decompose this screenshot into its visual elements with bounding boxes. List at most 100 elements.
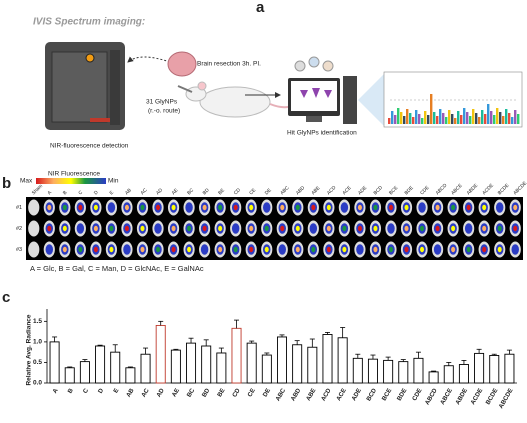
brain-signal: [249, 246, 254, 253]
brain-signal: [295, 246, 300, 253]
bar: [261, 354, 272, 384]
brain-signal: [404, 204, 409, 211]
zoom-cone: [358, 74, 384, 126]
y-axis-label: Relative Avg. Radiance: [26, 314, 33, 385]
bar: [201, 345, 212, 384]
brain-signal: [295, 225, 300, 232]
brain-signal: [47, 225, 52, 232]
brain-signal: [342, 246, 347, 253]
column-label: ABCE: [450, 183, 463, 196]
brain-signal: [109, 246, 114, 253]
brain-signal: [388, 246, 394, 253]
x-tick-label: ABCD: [424, 387, 439, 406]
brain-signal: [47, 204, 52, 211]
brain-signal: [280, 225, 285, 232]
x-tick-label: CDE: [411, 387, 424, 402]
brain-signal: [62, 246, 67, 253]
brain-signal: [218, 225, 223, 232]
column-label: CD: [233, 187, 243, 197]
column-label: BD: [202, 187, 211, 196]
column-label: E: [108, 190, 115, 197]
x-tick-label: BC: [186, 387, 197, 399]
brain-signal: [342, 204, 347, 211]
brain-image: [28, 241, 40, 258]
brain-signal: [171, 246, 176, 253]
bar: [231, 327, 242, 384]
bar: [383, 359, 394, 384]
x-tick-label: AE: [171, 387, 181, 398]
y-tick-label: 0.5: [33, 359, 42, 366]
zoom-bar: [475, 113, 478, 124]
column-label: BCE: [388, 185, 399, 196]
panel-title: IVIS Spectrum imaging:: [33, 17, 145, 28]
brain-signal: [233, 246, 238, 253]
x-tick-label: AB: [125, 387, 136, 399]
x-tick-label: ACD: [320, 387, 333, 403]
brain-signal: [140, 246, 145, 253]
zoom-bar: [463, 108, 466, 124]
bar: [398, 361, 409, 384]
brain-signal: [233, 204, 238, 211]
brain-signal: [62, 225, 67, 232]
brain-signal: [140, 225, 145, 232]
y-tick-label: 1.5: [33, 318, 42, 325]
x-tick-label: ABE: [305, 387, 318, 402]
brain-signal: [311, 204, 316, 211]
resection-label: Brain resection 3h. PI.: [197, 61, 261, 68]
zoom-bar: [445, 117, 448, 124]
brain-signal: [155, 225, 161, 232]
zoom-bar: [433, 112, 436, 124]
brain-signal: [47, 246, 52, 253]
bar: [322, 334, 333, 384]
panel-label: c: [2, 289, 10, 306]
brain-signal: [218, 204, 223, 211]
brain-signal: [388, 204, 394, 211]
brain-signal: [513, 225, 518, 232]
brain-signal: [171, 225, 176, 232]
brain-signal: [109, 204, 114, 211]
brain-signal: [326, 204, 331, 211]
column-label: D: [93, 189, 100, 196]
brain-signal: [482, 246, 487, 253]
brain-signal: [326, 246, 331, 253]
brain-signal: [373, 204, 378, 211]
brain-signal: [466, 246, 471, 253]
column-label: CE: [248, 187, 257, 196]
zoom-bar: [442, 113, 445, 124]
brain: [167, 51, 197, 77]
zoom-bar: [421, 118, 424, 124]
column-label: ADE: [357, 185, 368, 196]
brain-signal: [373, 225, 378, 232]
bar: [140, 353, 151, 384]
brain-signal: [264, 246, 269, 253]
injection-label: 31 GlyNPs: [146, 99, 178, 106]
brain-signal: [202, 246, 207, 253]
brain-signal: [187, 246, 192, 253]
bar: [292, 344, 303, 384]
column-label: BCD: [373, 185, 385, 197]
zoom-bar: [412, 117, 415, 124]
brain-signal: [62, 204, 67, 211]
column-label: BDE: [404, 185, 415, 196]
zoom-bar: [469, 116, 472, 124]
x-tick-label: AC: [140, 387, 151, 399]
zoom-bar: [400, 112, 403, 124]
bar: [216, 352, 227, 384]
zoom-bar: [460, 115, 463, 124]
brain-signal: [140, 204, 145, 211]
zoom-bar: [427, 115, 430, 124]
brain-signal: [187, 225, 192, 232]
zoom-bar: [505, 109, 508, 124]
column-label: ACD: [326, 185, 338, 197]
brain-signal: [93, 204, 98, 211]
route-label: (r.-o. route): [148, 108, 180, 115]
brain-signal: [264, 204, 269, 211]
colorbar-title: NIR Fluorescence: [48, 171, 100, 178]
x-tick-label: BD: [201, 387, 212, 399]
brain-signal: [497, 246, 502, 253]
brain-image: [28, 220, 40, 237]
zoom-bar: [439, 109, 442, 124]
brain-image: [28, 199, 40, 216]
bar: [367, 358, 378, 384]
column-label: BCDE: [497, 183, 511, 197]
